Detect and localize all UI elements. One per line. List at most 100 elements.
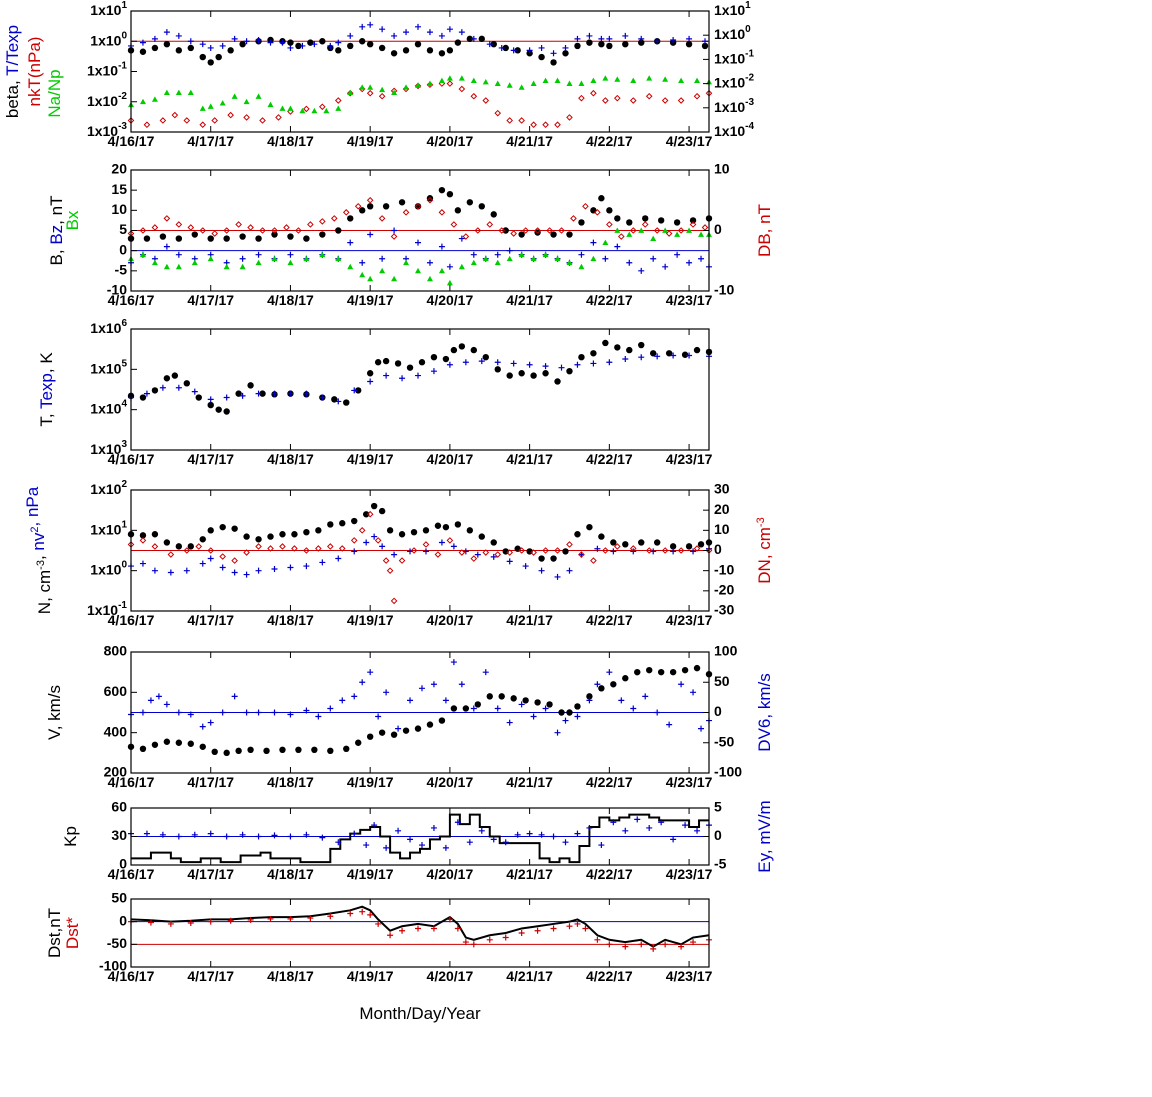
DstStar-point <box>486 936 493 943</box>
right-tick-label: 20 <box>714 501 730 517</box>
T-point <box>394 360 402 367</box>
DB-point <box>211 230 219 237</box>
right-tick-label: 1x10-4 <box>714 121 754 139</box>
Bz-point <box>347 239 354 246</box>
t_texp-point <box>654 38 661 45</box>
B-point <box>689 217 697 224</box>
x-tick-label: 4/18/17 <box>267 612 314 628</box>
x-tick-label: 4/19/17 <box>347 612 394 628</box>
DN-point <box>530 549 537 556</box>
x-tick-label: 4/23/17 <box>666 451 713 467</box>
Ey-point <box>191 831 198 838</box>
DstStar-point <box>574 920 581 927</box>
Ey-point <box>395 827 402 834</box>
nkt-point <box>494 109 502 117</box>
na_np-point <box>542 77 549 84</box>
DstStar-point <box>534 927 541 934</box>
left-tick-label: 1x106 <box>90 318 127 336</box>
Ey-point <box>670 836 677 843</box>
nkt-point <box>159 117 167 124</box>
B-point <box>490 211 497 218</box>
t_texp-point <box>335 39 342 46</box>
left-tick-label: 0 <box>119 241 127 257</box>
Bz-point <box>255 251 262 258</box>
DN-point <box>398 557 406 564</box>
B-point <box>398 199 406 206</box>
DV6-point <box>339 697 346 704</box>
Ey-point <box>622 827 629 834</box>
Texp-point <box>335 398 342 405</box>
series-Dst <box>130 905 710 948</box>
DstStar-point <box>502 934 509 941</box>
DB-point <box>677 227 685 234</box>
Texp-point <box>446 361 453 368</box>
Kp-line <box>131 813 709 864</box>
DV6-point <box>303 707 310 714</box>
t_texp-point <box>415 23 422 30</box>
Texp-point <box>638 354 645 361</box>
Bx-point <box>590 255 597 262</box>
Texp-point <box>143 390 150 397</box>
B-point <box>143 235 151 242</box>
left-tick-label: 800 <box>104 643 128 659</box>
Bz-point <box>359 259 366 266</box>
t_texp-point <box>175 32 182 39</box>
right-tick-label: 100 <box>714 643 738 659</box>
beta-point <box>207 59 214 66</box>
V-point <box>522 697 529 704</box>
N-point <box>434 522 442 529</box>
Texp-point <box>590 360 597 367</box>
V-point <box>610 681 617 688</box>
Texp-point <box>415 372 422 379</box>
right-axis-title: Ey, mV/m <box>755 800 774 872</box>
DB-point <box>689 221 697 228</box>
na_np-point <box>367 84 374 90</box>
panel-frame-temperature <box>130 328 710 451</box>
B-point <box>335 227 342 234</box>
x-tick-label: 4/17/17 <box>187 133 234 149</box>
N-point <box>410 528 418 536</box>
DstStar-point <box>582 925 589 932</box>
DstStar-point <box>678 943 685 950</box>
Bx-point <box>271 255 278 262</box>
Bx-point <box>614 227 621 233</box>
DB-point <box>498 227 506 234</box>
V-point <box>235 747 242 755</box>
beta-point <box>378 44 386 52</box>
N-point <box>685 543 693 550</box>
beta-point <box>319 38 326 45</box>
DV6-point <box>450 659 457 666</box>
V-point <box>669 668 677 676</box>
series-t_texp <box>128 21 709 57</box>
DV6-point <box>219 709 226 716</box>
Bz-point <box>415 239 422 246</box>
DstStar-point <box>415 925 422 932</box>
DB-point <box>462 233 470 240</box>
DV6-point <box>187 711 194 718</box>
beta-point <box>622 40 629 48</box>
Texp-point <box>239 392 246 399</box>
B-point <box>438 186 446 194</box>
N-point <box>207 527 214 534</box>
V-point <box>366 733 374 740</box>
left-tick-label: -10 <box>107 282 127 298</box>
beta-point <box>550 59 557 66</box>
Bx-point <box>287 259 294 266</box>
DV6-point <box>530 713 537 720</box>
V-point <box>462 705 470 712</box>
N-point <box>598 533 605 540</box>
Ey-point <box>586 824 593 831</box>
nkt-point <box>319 103 326 111</box>
x-tick-label: 4/17/17 <box>187 866 234 882</box>
DV6-point <box>442 697 449 704</box>
DB-point <box>582 202 589 210</box>
right-tick-label: -5 <box>714 856 727 872</box>
nkt-point <box>518 117 525 124</box>
Bx-point <box>566 259 573 266</box>
nkt-point <box>243 114 250 121</box>
Bx-point <box>506 255 513 262</box>
Texp-point <box>303 390 310 397</box>
Ey-point <box>430 824 437 831</box>
beta-point <box>227 47 234 54</box>
t_texp-point <box>426 29 433 36</box>
